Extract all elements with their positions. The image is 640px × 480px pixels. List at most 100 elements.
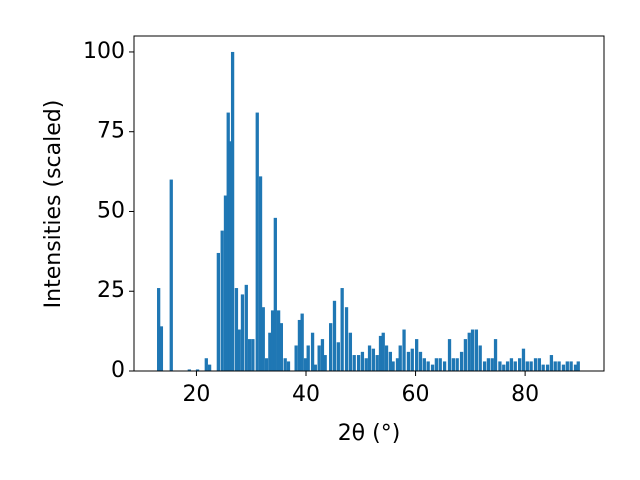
bar (270, 310, 275, 371)
bar (216, 252, 221, 371)
bar (395, 358, 400, 371)
y-axis-label: Intensities (scaled) (41, 100, 66, 309)
bar (255, 112, 259, 372)
bar (240, 294, 245, 371)
bar (463, 339, 468, 371)
x-axis-label: 2θ (°) (338, 421, 401, 446)
bar (332, 300, 337, 371)
bar (573, 364, 578, 371)
bar (451, 358, 456, 371)
bar (388, 351, 393, 371)
bar (482, 361, 487, 371)
bar (348, 332, 353, 371)
bar (258, 176, 263, 371)
x-tick-label: 20 (182, 382, 210, 407)
bar (375, 355, 379, 371)
bar (300, 313, 304, 371)
y-tick-label: 0 (111, 358, 125, 383)
bar (467, 332, 471, 371)
bar (279, 323, 283, 371)
bar (237, 329, 241, 371)
bar (509, 358, 514, 371)
y-tick-label: 50 (97, 198, 125, 223)
bar (310, 332, 315, 371)
bar (364, 358, 368, 371)
bar (505, 361, 510, 371)
bar (169, 179, 173, 371)
bar (286, 361, 291, 371)
bar (283, 358, 287, 371)
bar (549, 355, 554, 371)
bar (244, 284, 248, 371)
bar (490, 358, 494, 371)
bar (470, 329, 475, 371)
bar (234, 288, 239, 371)
bar (455, 358, 459, 371)
bar (561, 364, 566, 371)
bar (418, 351, 423, 371)
bar (430, 364, 435, 371)
bar (384, 345, 389, 371)
bar (371, 348, 376, 371)
bar (340, 288, 344, 371)
bar (157, 288, 161, 371)
bar (378, 335, 383, 371)
bar (223, 195, 228, 371)
bar (207, 364, 212, 371)
bar (306, 345, 310, 371)
bar (521, 348, 526, 371)
bar (565, 361, 569, 371)
bar (415, 339, 419, 371)
plot-frame (133, 35, 605, 372)
bar (228, 141, 233, 371)
bar (329, 323, 333, 371)
bar (294, 345, 298, 371)
x-tick-label: 60 (402, 382, 430, 407)
bar (367, 345, 372, 371)
bar (317, 345, 321, 371)
bar (398, 345, 402, 371)
bar (537, 358, 542, 371)
bar (402, 329, 406, 371)
y-tick-label: 100 (83, 39, 125, 64)
bar (381, 332, 385, 371)
bar (352, 355, 356, 371)
bar (247, 339, 252, 371)
bar (187, 369, 191, 371)
bar (541, 364, 545, 371)
bar (360, 351, 365, 371)
bar (303, 358, 308, 371)
bar (569, 361, 573, 371)
bar (447, 339, 452, 371)
bar (344, 307, 349, 371)
x-tick-label: 80 (511, 382, 539, 407)
bar (529, 361, 533, 371)
bar (313, 364, 317, 371)
bar (438, 358, 442, 371)
bar (498, 361, 502, 371)
bar (434, 358, 439, 371)
bar (195, 369, 200, 371)
y-tick-label: 75 (97, 119, 125, 144)
bar (513, 361, 517, 371)
bar (406, 351, 411, 371)
bar (478, 345, 482, 371)
x-tick-label: 40 (292, 382, 320, 407)
bar (226, 112, 230, 372)
bar (251, 339, 255, 371)
bar (545, 364, 550, 371)
bar (356, 355, 361, 371)
bar (276, 310, 281, 371)
bar (410, 348, 414, 371)
bar (204, 358, 208, 371)
bar (517, 358, 522, 371)
bar (220, 230, 224, 371)
bar (557, 361, 561, 371)
y-tick-label: 25 (97, 278, 125, 303)
bar (442, 361, 447, 371)
bar (391, 361, 395, 371)
bar (459, 351, 464, 371)
bar (422, 358, 426, 371)
bar (264, 358, 269, 371)
bar (297, 319, 302, 371)
